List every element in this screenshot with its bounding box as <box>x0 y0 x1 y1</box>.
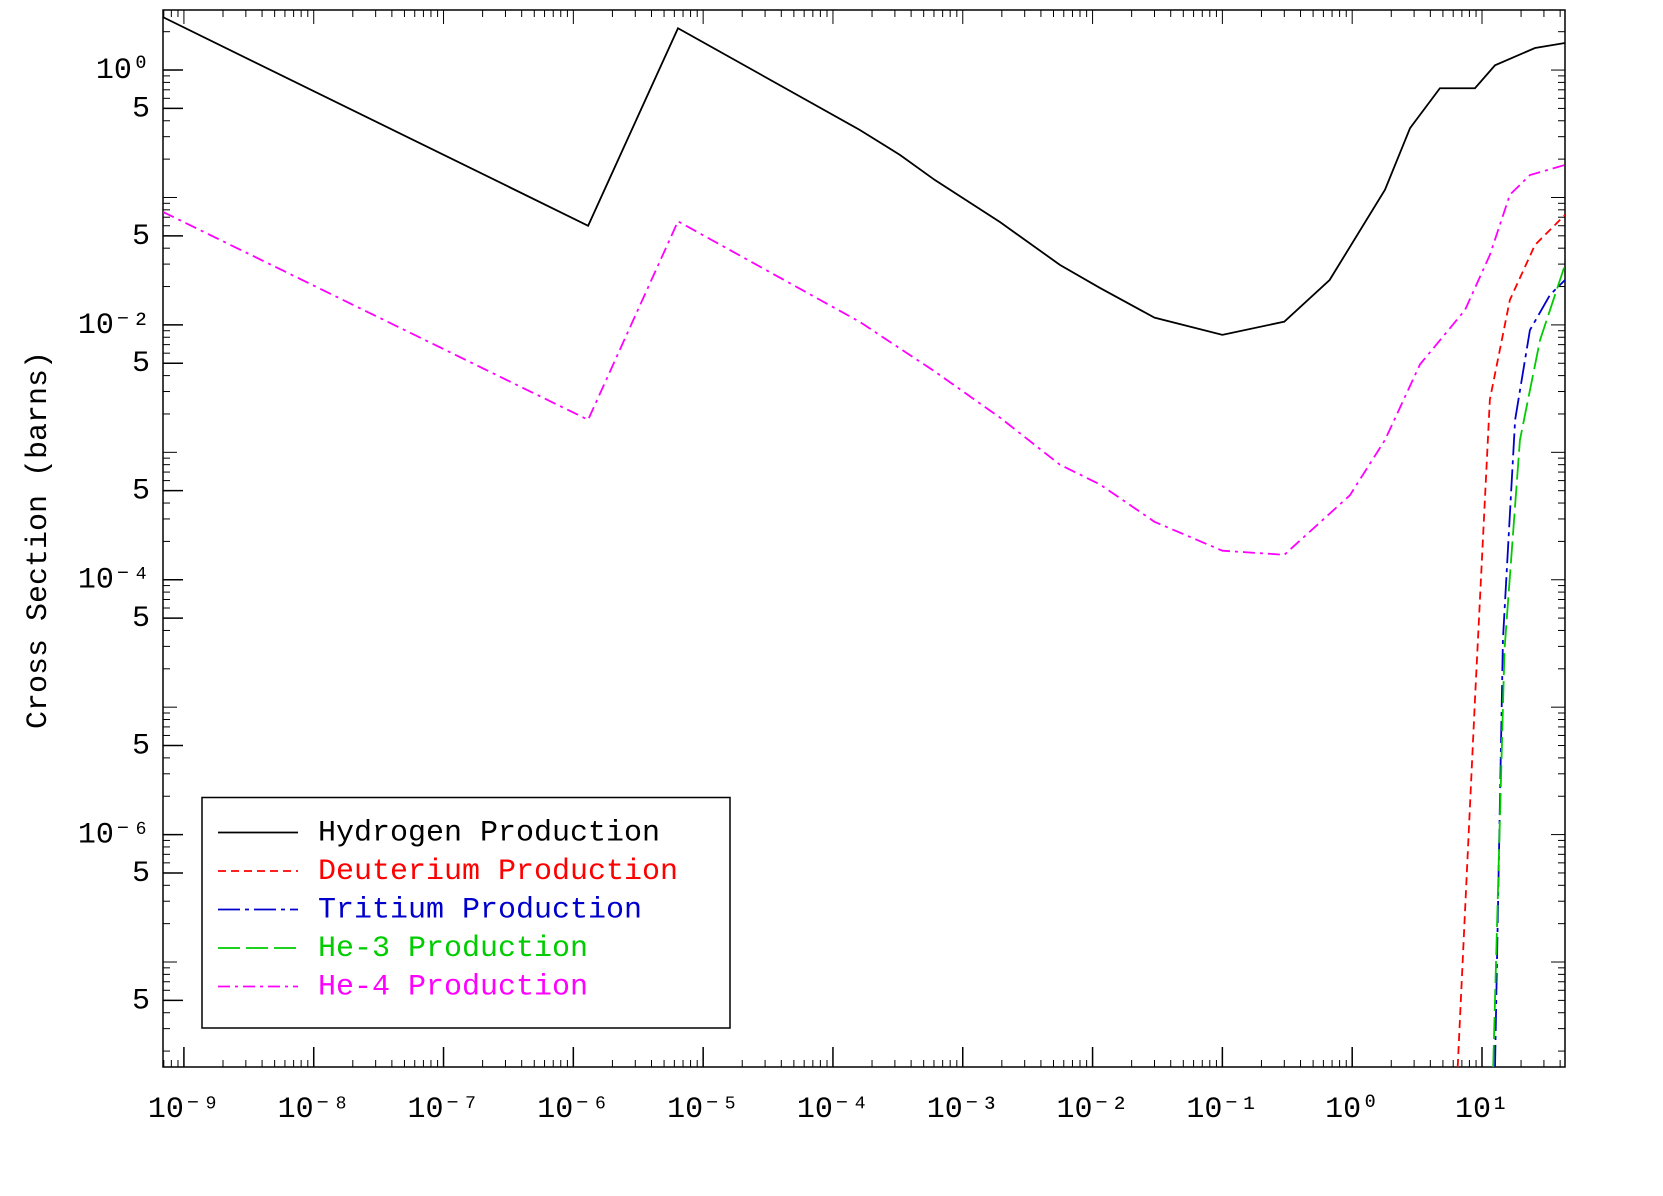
series-line <box>1456 214 1565 1067</box>
x-tick-label: 10⁻⁹ <box>148 1093 220 1127</box>
x-tick-label: 10¹ <box>1455 1093 1509 1127</box>
legend-label: He-3 Production <box>318 932 588 966</box>
plot-frame <box>162 9 1566 1068</box>
y-tick-label: 5 <box>132 347 150 381</box>
series-line <box>1494 279 1565 1067</box>
legend-label: Hydrogen Production <box>318 816 660 850</box>
x-tick-label: 10⁻⁶ <box>537 1093 609 1127</box>
series-line <box>163 16 1565 336</box>
x-tick-label: 10⁻¹ <box>1186 1093 1258 1127</box>
y-tick-label: 10⁻⁶ <box>78 819 150 853</box>
y-tick-label: 5 <box>132 92 150 126</box>
legend-box <box>201 796 731 1029</box>
y-tick-label: 10⁻² <box>78 309 150 343</box>
y-tick-label: 5 <box>132 475 150 509</box>
y-tick-label: 10⁻⁴ <box>78 564 150 598</box>
y-tick-label: 5 <box>132 984 150 1018</box>
series-line <box>163 164 1565 556</box>
legend-label: Deuterium Production <box>318 855 678 889</box>
series-line <box>1492 264 1565 1067</box>
plot-lines <box>163 16 1565 1067</box>
y-tick-label: 5 <box>132 602 150 636</box>
x-tick-label: 10⁻³ <box>927 1093 999 1127</box>
y-tick-label: 5 <box>132 729 150 763</box>
x-tick-label: 10⁻⁷ <box>407 1093 479 1127</box>
y-tick-label: 5 <box>132 220 150 254</box>
x-tick-label: 10⁻⁸ <box>278 1093 350 1127</box>
y-tick-label: 5 <box>132 857 150 891</box>
y-axis-label: Cross Section (barns) <box>22 351 56 729</box>
x-tick-label: 10⁻² <box>1057 1093 1129 1127</box>
x-tick-label: 10⁰ <box>1325 1093 1379 1127</box>
x-tick-label: 10⁻⁵ <box>667 1093 739 1127</box>
legend-label: Tritium Production <box>318 893 642 927</box>
legend-label: He-4 Production <box>318 970 588 1004</box>
x-tick-label: 10⁻⁴ <box>797 1093 869 1127</box>
y-tick-label: 10⁰ <box>96 54 150 88</box>
